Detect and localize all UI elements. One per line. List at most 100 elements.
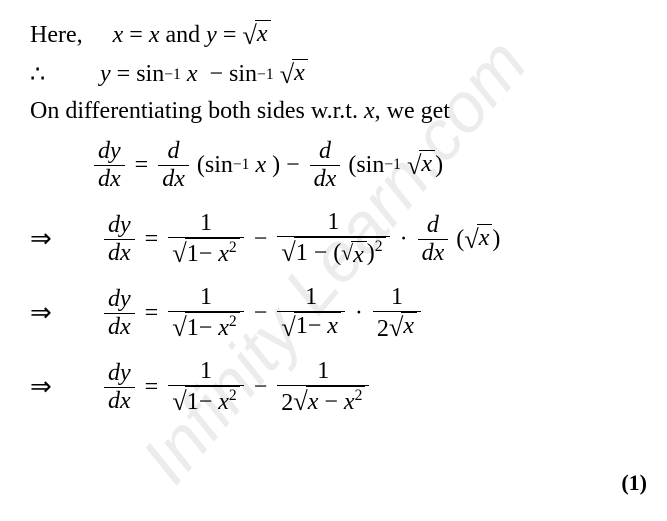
sin2: sin	[229, 61, 257, 88]
dy: dy	[104, 360, 135, 387]
math-content: Here, x = x and y = √ x ∴ y = sin −1 x −…	[30, 20, 637, 419]
x: x	[218, 389, 229, 415]
implies: ⇒	[30, 224, 70, 254]
lparen: (	[197, 152, 205, 179]
inv1: −1	[164, 66, 181, 84]
frac2: 1 2√x − x2	[277, 358, 369, 417]
d: d	[315, 138, 335, 165]
inv: −1	[233, 156, 250, 174]
mark-label: (1)	[621, 470, 647, 496]
ddx1: d dx	[158, 138, 189, 193]
var-x: x	[364, 98, 375, 125]
eq2: =	[223, 22, 237, 49]
sqrt-x: √ x	[280, 59, 308, 90]
x: x	[218, 315, 229, 341]
dx: dx	[310, 165, 341, 193]
dy: dy	[94, 138, 125, 165]
rparen: )	[272, 152, 280, 179]
sin1: sin	[136, 61, 164, 88]
sqrt-x: √ x	[242, 20, 270, 51]
minus: −	[254, 226, 268, 253]
frac1: 1 √ 1− x2	[168, 284, 243, 343]
sx: x	[401, 312, 417, 343]
x: x	[218, 241, 229, 267]
rparen2: )	[435, 152, 443, 179]
one: 1	[196, 358, 216, 385]
inv2: −1	[257, 66, 274, 84]
minus: −	[254, 374, 268, 401]
line-1: Here, x = x and y = √ x	[30, 20, 637, 51]
sqrt: √ 1− x	[281, 312, 341, 343]
dx: dx	[104, 313, 135, 341]
one: 1	[187, 389, 199, 415]
two: 2	[281, 390, 293, 416]
one: 1	[196, 284, 216, 311]
sqrt: √ 1− x2	[172, 386, 239, 417]
dy: dy	[104, 286, 135, 313]
sin2: sin	[356, 152, 384, 179]
minus: −	[324, 389, 338, 415]
one: 1	[296, 313, 308, 339]
dx: dx	[158, 165, 189, 193]
one: 1	[196, 210, 216, 237]
sqrt-body: x	[419, 150, 435, 181]
sq: 2	[229, 239, 237, 256]
var-y: y	[100, 61, 111, 88]
frac1: 1 √ 1− x2	[168, 358, 243, 417]
dot: ·	[400, 226, 408, 253]
one: 1	[187, 315, 199, 341]
sqrt-x: √ x	[464, 224, 492, 255]
var-x2: x	[149, 22, 160, 49]
eq: =	[145, 374, 159, 401]
one: 1	[301, 284, 321, 311]
sq: 2	[375, 238, 383, 255]
sq: 2	[355, 387, 363, 404]
eq: =	[145, 300, 159, 327]
ddx2: d dx	[310, 138, 341, 193]
two: 2	[377, 316, 389, 342]
here-label: Here,	[30, 22, 83, 49]
x: x	[308, 389, 319, 415]
line-6: ⇒ dy dx = 1 √ 1− x2 − 1	[30, 281, 637, 345]
sqrt: √ 1 − (√x)2	[281, 237, 385, 269]
x2: x	[344, 389, 355, 415]
diff-text: On differentiating both sides w.r.t.	[30, 98, 358, 125]
line-2: ∴ y = sin −1 x − sin −1 √ x	[30, 59, 637, 90]
frac2: 1 √ 1− x	[277, 284, 345, 343]
one: 1	[296, 240, 308, 266]
eq: =	[129, 22, 143, 49]
eq: =	[117, 61, 131, 88]
one: 1	[187, 241, 199, 267]
dx: dx	[104, 239, 135, 267]
sq: 2	[229, 313, 237, 330]
frac3: 1 2√x	[373, 284, 421, 343]
x1: x	[187, 61, 198, 88]
x: x	[327, 313, 338, 339]
dx: dx	[94, 165, 125, 193]
one: 1	[387, 284, 407, 311]
dx: dx	[104, 387, 135, 415]
d: d	[423, 212, 443, 239]
lparen2: (	[348, 152, 356, 179]
minus: −	[308, 313, 322, 339]
sqrt-body: x	[292, 59, 308, 90]
rparen: )	[492, 226, 500, 253]
sqrt-x: √ x	[407, 150, 435, 181]
dydx: dy dx	[104, 360, 135, 415]
rp: )	[367, 240, 375, 266]
minus: −	[209, 61, 223, 88]
sqrt: √x	[389, 312, 417, 343]
sqrt: √x − x2	[293, 386, 365, 417]
var-x: x	[113, 22, 124, 49]
eq: =	[135, 152, 149, 179]
sqrt-body: x	[477, 224, 493, 255]
minus: −	[254, 300, 268, 327]
x: x	[255, 152, 266, 179]
line-4: dy dx = d dx ( sin −1 x ) − d dx ( sin −…	[90, 133, 637, 197]
minus: −	[199, 315, 213, 341]
minus: −	[199, 241, 213, 267]
dydx: dy dx	[104, 212, 135, 267]
lparen: (	[456, 226, 464, 253]
implies: ⇒	[30, 372, 70, 402]
dot: ·	[355, 300, 363, 327]
